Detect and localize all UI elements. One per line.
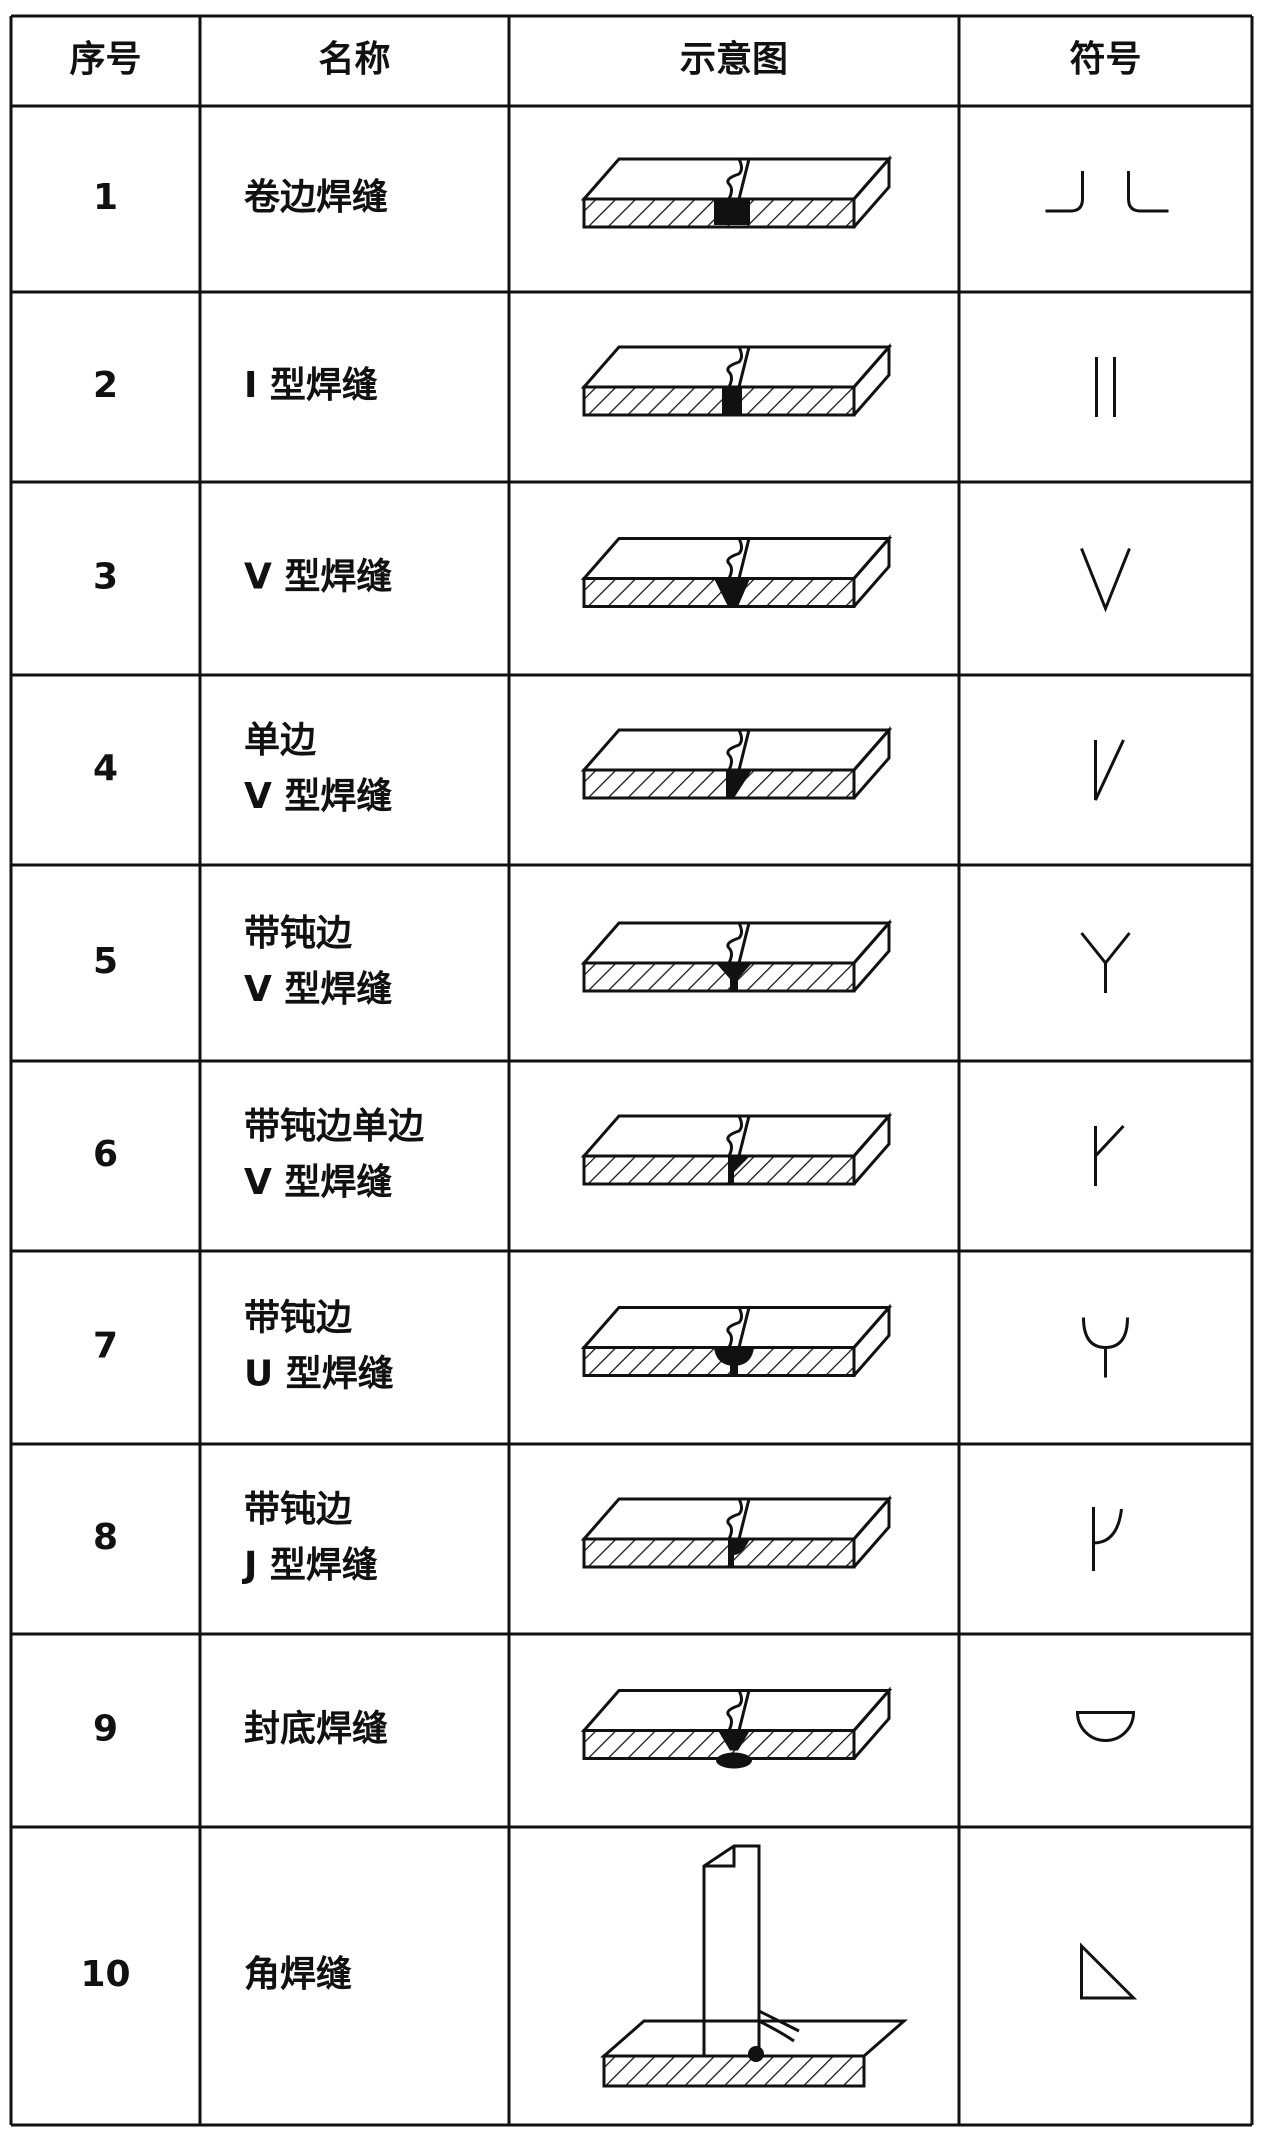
weld-diagram bbox=[580, 534, 893, 608]
row-name: 带钝边单边 bbox=[244, 1106, 424, 1147]
weld-symbol bbox=[1045, 171, 1169, 213]
plate-side bbox=[852, 1112, 891, 1185]
row-name: U 型焊缝 bbox=[244, 1354, 394, 1395]
plate-front bbox=[582, 961, 856, 993]
row-name: 卷边焊缝 bbox=[244, 177, 388, 218]
plate-front bbox=[582, 1729, 856, 1760]
plate-side bbox=[852, 534, 891, 608]
weld-symbol bbox=[1095, 357, 1116, 417]
row-name: J 型焊缝 bbox=[241, 1545, 378, 1586]
row-number: 7 bbox=[93, 1326, 118, 1367]
plate-side bbox=[852, 919, 891, 992]
weld-symbol bbox=[1094, 1124, 1125, 1186]
weld-diagram bbox=[580, 1495, 893, 1569]
plate-front bbox=[602, 2054, 866, 2088]
weld-line bbox=[726, 537, 751, 580]
web-plate bbox=[702, 1844, 761, 2056]
row-number: 2 bbox=[93, 365, 118, 406]
backing-weld bbox=[716, 1752, 752, 1769]
weld-line bbox=[726, 1115, 751, 1157]
weld-line bbox=[726, 1498, 751, 1540]
weld-line bbox=[726, 922, 751, 964]
weld-symbol bbox=[1080, 1942, 1138, 2000]
weld-diagram bbox=[580, 726, 893, 800]
plate-side bbox=[852, 1686, 891, 1760]
fillet bbox=[758, 2009, 800, 2043]
weld-diagram bbox=[580, 343, 893, 417]
plate-side bbox=[852, 726, 891, 799]
weld-line bbox=[726, 346, 751, 388]
weld-diagram bbox=[580, 155, 893, 229]
plate-side bbox=[852, 1495, 891, 1568]
header-cell: 示意图 bbox=[680, 39, 788, 80]
weld-section bbox=[728, 1156, 750, 1184]
weld-line bbox=[726, 1689, 751, 1732]
weld-diagram bbox=[580, 1303, 893, 1377]
weld-diagram bbox=[580, 1686, 893, 1769]
row-number: 8 bbox=[93, 1517, 118, 1558]
weld-symbol bbox=[1080, 932, 1131, 993]
row-name: V 型焊缝 bbox=[244, 776, 392, 817]
header-cell: 序号 bbox=[69, 39, 141, 80]
plate-front bbox=[582, 768, 856, 800]
weld-line bbox=[726, 1306, 751, 1349]
weld-section bbox=[722, 387, 742, 415]
header-cell: 符号 bbox=[1069, 39, 1141, 80]
weld-line bbox=[726, 729, 751, 771]
weld-line bbox=[726, 158, 751, 200]
weld-section bbox=[714, 199, 750, 225]
plate-side bbox=[852, 155, 891, 228]
row-name: 带钝边 bbox=[244, 913, 352, 954]
row-number: 4 bbox=[93, 748, 118, 789]
row-number: 1 bbox=[93, 177, 118, 218]
row-name: 角焊缝 bbox=[244, 1954, 352, 1995]
weld-symbol bbox=[1092, 1507, 1123, 1571]
weld-section bbox=[718, 1730, 750, 1751]
row-name: 单边 bbox=[244, 720, 316, 761]
row-name: 封底焊缝 bbox=[244, 1709, 388, 1750]
plate-front bbox=[582, 1154, 856, 1186]
row-name: V 型焊缝 bbox=[244, 557, 392, 598]
row-name: V 型焊缝 bbox=[244, 969, 392, 1010]
weld-section bbox=[726, 770, 752, 798]
row-number: 10 bbox=[80, 1954, 130, 1995]
plate-front bbox=[582, 1537, 856, 1569]
weld-section bbox=[714, 1347, 754, 1376]
row-name: I 型焊缝 bbox=[244, 365, 378, 406]
root bbox=[748, 2046, 764, 2062]
plate-front bbox=[582, 385, 856, 417]
row-name: 带钝边 bbox=[244, 1489, 352, 1530]
weld-section bbox=[714, 578, 750, 607]
row-number: 3 bbox=[93, 557, 118, 598]
weld-symbol bbox=[1082, 1317, 1129, 1378]
row-name: 带钝边 bbox=[244, 1298, 352, 1339]
row-number: 5 bbox=[93, 941, 118, 982]
row-name: V 型焊缝 bbox=[244, 1162, 392, 1203]
weld-diagram bbox=[580, 919, 893, 993]
weld-section bbox=[728, 1539, 750, 1567]
weld-symbol bbox=[1080, 547, 1131, 613]
plate-side bbox=[852, 343, 891, 416]
weld-diagram bbox=[600, 1844, 908, 2088]
weld-symbol bbox=[1094, 739, 1125, 801]
weld-section bbox=[716, 963, 752, 991]
row-number: 9 bbox=[93, 1709, 118, 1750]
weld-diagram bbox=[580, 1112, 893, 1186]
row-number: 6 bbox=[93, 1134, 118, 1175]
header-cell: 名称 bbox=[318, 39, 390, 80]
plate-side bbox=[852, 1303, 891, 1377]
weld-symbol bbox=[1075, 1711, 1136, 1742]
